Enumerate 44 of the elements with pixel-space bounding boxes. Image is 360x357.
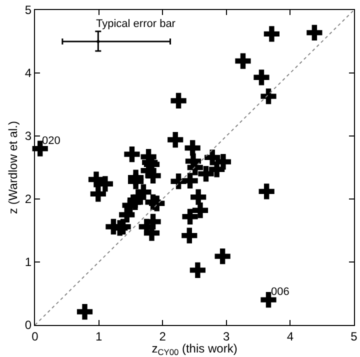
point <box>306 24 322 40</box>
point <box>170 92 186 109</box>
point <box>119 206 135 223</box>
y-tick-label: 5 <box>24 3 32 18</box>
point <box>190 262 206 278</box>
point <box>128 174 144 190</box>
point <box>214 248 230 264</box>
x-tick-label: 1 <box>95 329 102 344</box>
point <box>190 189 206 205</box>
x-tick-label: 3 <box>223 329 230 344</box>
point <box>76 304 93 320</box>
point <box>260 88 276 104</box>
point <box>182 228 198 244</box>
x-axis-title: z$_{CY00}$ (this work) <box>152 341 238 357</box>
annotation: 006 <box>271 286 290 298</box>
point <box>235 53 251 69</box>
y-axis-title: z (Wardlow et al.) <box>6 121 20 214</box>
point <box>115 218 131 235</box>
point <box>192 202 208 218</box>
point <box>254 70 270 86</box>
x-tick-label: 5 <box>350 329 358 344</box>
point <box>264 26 280 42</box>
point <box>96 40 100 43</box>
point <box>209 162 225 178</box>
point <box>198 166 214 182</box>
annotation: Typical error bar <box>96 18 176 30</box>
point <box>168 132 184 148</box>
point <box>145 168 161 184</box>
point <box>258 184 274 200</box>
y-tick-label: 3 <box>24 129 32 144</box>
x-tick-label: 4 <box>286 329 294 344</box>
point <box>90 186 106 202</box>
point <box>97 176 113 192</box>
annotation: 020 <box>42 135 60 147</box>
point <box>124 146 140 162</box>
point <box>182 208 198 224</box>
point <box>184 140 200 156</box>
y-tick-label: 1 <box>24 255 32 270</box>
y-tick-label: 2 <box>24 192 32 206</box>
y-tick-label: 4 <box>24 66 32 80</box>
point <box>149 196 165 212</box>
y-tick-label: 0 <box>24 318 32 332</box>
point <box>182 172 198 189</box>
x-tick-label: 2 <box>159 329 166 344</box>
